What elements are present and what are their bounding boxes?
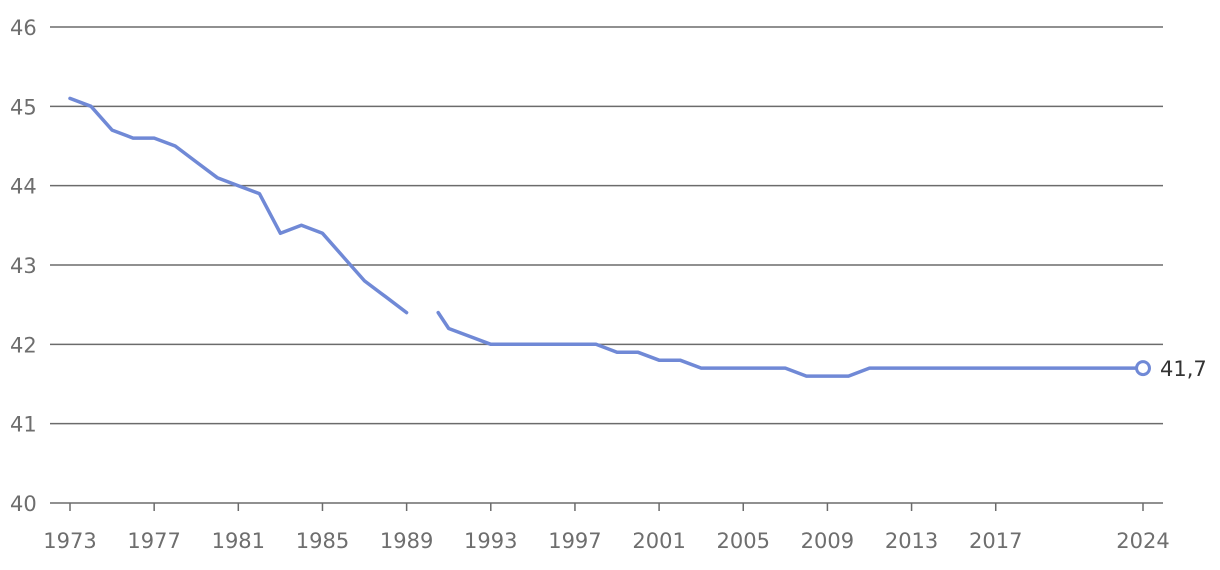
end-marker-layer: 41,7 [1135, 357, 1207, 381]
x-tick-label: 2017 [969, 529, 1022, 553]
end-point-marker [1135, 360, 1151, 377]
x-tick-label: 1973 [43, 529, 96, 553]
x-tick-label: 2024 [1116, 529, 1169, 553]
y-tick-label: 41 [10, 413, 37, 437]
y-tick-label: 44 [10, 175, 37, 199]
y-tick-label: 43 [10, 254, 37, 278]
y-tick-label: 45 [10, 95, 37, 119]
x-tick-label: 2013 [885, 529, 938, 553]
x-tick-label: 2001 [632, 529, 685, 553]
x-tick-label: 1993 [464, 529, 517, 553]
x-tick-label: 1989 [380, 529, 433, 553]
y-axis-tick-labels: 40 41 42 43 44 45 46 [10, 16, 37, 516]
x-tick-label: 1977 [127, 529, 180, 553]
x-tick-label: 1997 [548, 529, 601, 553]
x-tick-label: 2009 [801, 529, 854, 553]
series-line [68, 96, 409, 315]
x-tick-label: 1985 [296, 529, 349, 553]
gridlines [50, 26, 1163, 504]
x-tick-label: 1981 [212, 529, 265, 553]
x-axis: 1973 1977 1981 1985 1989 1993 1997 2001 2005 2009… [43, 503, 1170, 553]
x-tick-label: 2005 [717, 529, 770, 553]
y-tick-label: 46 [10, 16, 37, 40]
y-tick-label: 40 [10, 492, 37, 516]
series-line [436, 310, 1145, 378]
y-tick-label: 42 [10, 333, 37, 357]
end-value-label: 41,7 [1160, 357, 1207, 381]
series-layer [68, 96, 1145, 378]
